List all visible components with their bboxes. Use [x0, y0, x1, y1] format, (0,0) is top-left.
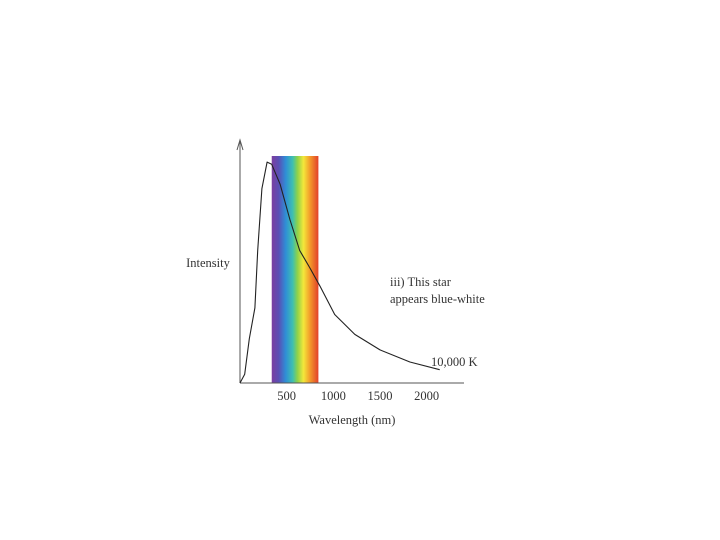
- annotation: iii) This star: [390, 275, 452, 289]
- x-tick-label: 500: [277, 389, 296, 403]
- curve: [239, 161, 440, 384]
- annotation: appears blue-white: [390, 292, 485, 306]
- x-tick-label: 1500: [368, 389, 393, 403]
- y-axis-label: Intensity: [186, 256, 230, 270]
- curve-label: 10,000 K: [431, 355, 478, 369]
- x-axis-label: Wavelength (nm): [309, 413, 396, 427]
- x-tick-label: 2000: [414, 389, 439, 403]
- y-axis-arrow: [236, 138, 244, 151]
- x-tick-label: 1000: [321, 389, 346, 403]
